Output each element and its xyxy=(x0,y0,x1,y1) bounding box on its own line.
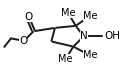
Text: Me: Me xyxy=(58,54,73,64)
Text: Me: Me xyxy=(83,50,97,60)
Text: Me: Me xyxy=(83,11,98,21)
Text: N: N xyxy=(80,31,88,41)
Text: Me: Me xyxy=(61,8,76,18)
Text: OH: OH xyxy=(104,31,120,41)
Text: O: O xyxy=(19,36,27,47)
Text: O: O xyxy=(25,12,33,22)
